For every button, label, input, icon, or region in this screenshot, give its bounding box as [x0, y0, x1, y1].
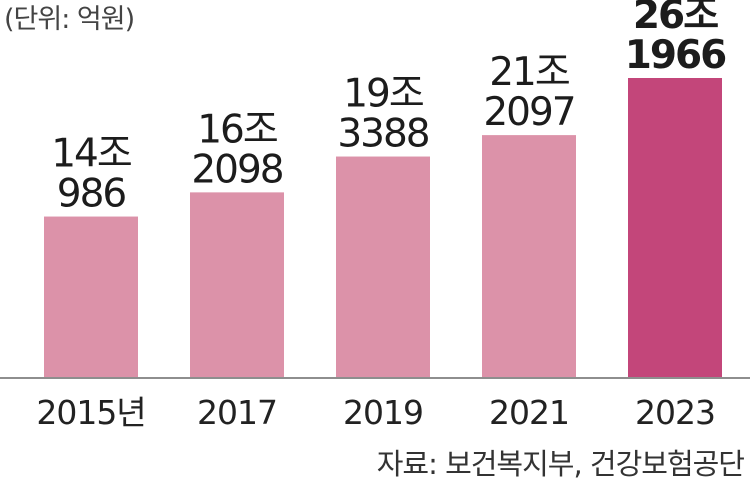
unit-label: (단위: 억원): [4, 4, 134, 35]
bar-2015년: [44, 216, 138, 378]
source-note: 자료: 보건복지부, 건강보험공단: [377, 447, 745, 481]
value-label-2015년: 14조 986: [51, 132, 131, 217]
value-label-2017: 16조 2098: [191, 107, 282, 192]
value-label-2021: 21조 2097: [483, 50, 574, 135]
x-tick-label-2019: 2019: [343, 393, 423, 432]
value-label-2019: 19조 3388: [337, 72, 428, 157]
x-tick-label-2017: 2017: [197, 393, 277, 432]
x-tick-labels-group: 2015년 2017 2019 2021 2023: [36, 393, 716, 432]
bar-2023: [628, 78, 722, 378]
bar-2021: [482, 135, 576, 378]
x-tick-label-2023: 2023: [635, 393, 715, 432]
value-labels-group: 14조 986 16조 2098 19조 3388 21조 2097 26조 1966: [51, 0, 728, 217]
value-label-2023: 26조 1966: [625, 0, 726, 78]
bar-2017: [190, 192, 284, 378]
x-tick-label-2015년: 2015년: [36, 393, 145, 432]
bar-2019: [336, 156, 430, 378]
bars-group: [44, 78, 722, 378]
x-tick-label-2021: 2021: [489, 393, 569, 432]
